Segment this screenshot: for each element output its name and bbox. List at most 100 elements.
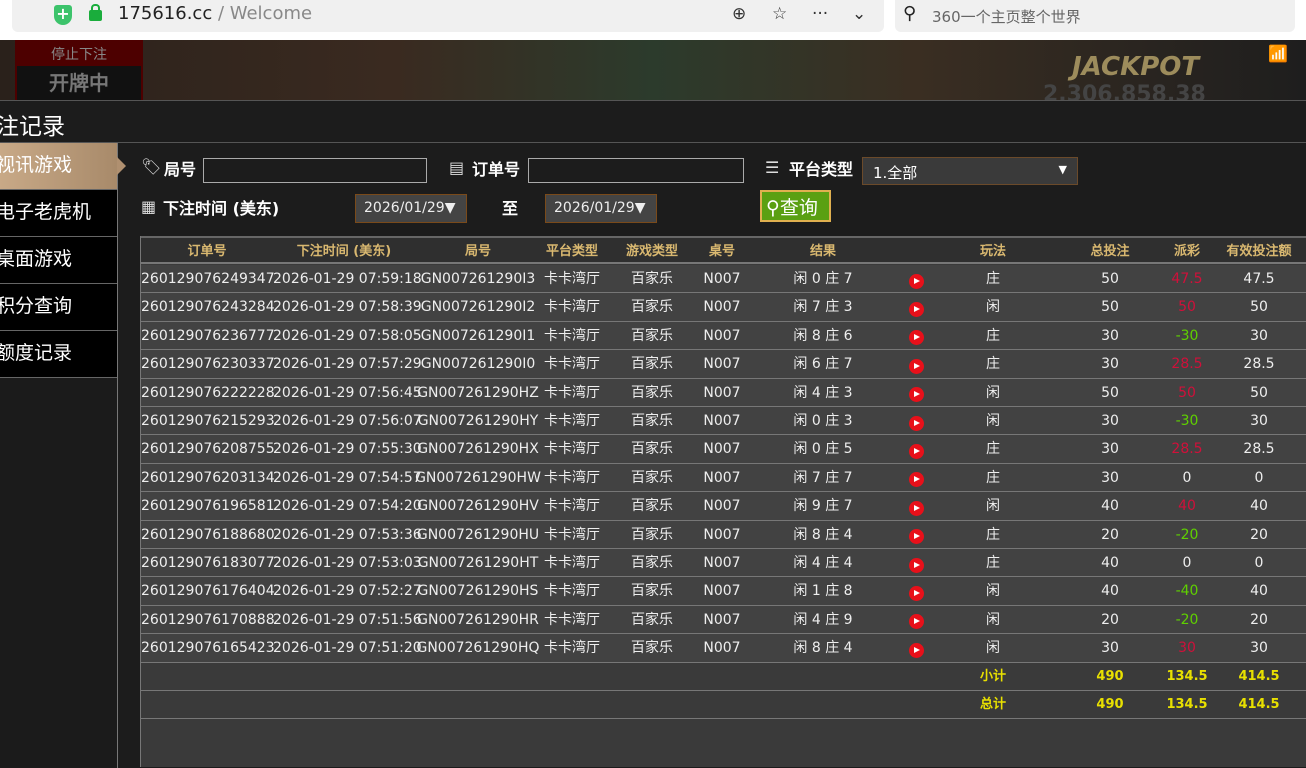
result: 闲 4 庄 9 (793, 611, 853, 628)
bet-time: 2026-01-29 07:57:29 (273, 356, 422, 373)
clipboard-icon: ▤ (449, 158, 465, 177)
star-icon[interactable]: ☆ (772, 4, 788, 24)
order-no: 260129076230337 (141, 356, 275, 373)
order-no: 260129076203134 (141, 469, 275, 486)
game-type: 百家乐 (631, 640, 673, 657)
valid-bet: 28.5 (1243, 441, 1275, 458)
sidebar-item-points[interactable]: 积分查询 (0, 284, 117, 331)
browser-search[interactable]: ⚲ 360一个主页整个世界 (895, 0, 1295, 32)
game-type: 百家乐 (631, 583, 673, 600)
payout: -20 (1175, 526, 1199, 543)
play-video-icon[interactable] (908, 614, 924, 630)
order-label: 订单号 (472, 160, 521, 179)
play-video-icon[interactable] (908, 529, 924, 545)
bet-type: 闲 (986, 384, 1000, 401)
total-total-bet: 490 (1096, 697, 1124, 712)
valid-bet: 28.5 (1243, 356, 1275, 373)
play-video-icon[interactable] (908, 358, 924, 374)
bet-time: 2026-01-29 07:54:57 (273, 469, 422, 486)
bet-time: 2026-01-29 07:58:39 (273, 299, 422, 316)
payout: -40 (1175, 583, 1199, 600)
play-video-icon[interactable] (908, 642, 924, 658)
game-type: 百家乐 (631, 441, 673, 458)
valid-bet: 50 (1250, 299, 1268, 316)
bet-status-box: 停止下注 开牌中 (15, 40, 143, 100)
sidebar-item-table-games[interactable]: 桌面游戏 (0, 237, 117, 284)
bet-type: 闲 (986, 611, 1000, 628)
total-bet: 30 (1101, 413, 1119, 429)
platform: 卡卡湾厅 (544, 498, 600, 515)
order-no: 260129076183077 (141, 555, 275, 571)
order-no: 260129076249347 (141, 271, 275, 287)
order-no: 260129076208755 (141, 441, 275, 458)
header-table-no: 桌号 (708, 244, 735, 259)
table-row: 260129076188680 2026-01-29 07:53:36 GN0072… (141, 520, 1306, 549)
header-valid-bet: 有效投注额 (1226, 244, 1292, 259)
order-input[interactable] (528, 158, 744, 183)
play-video-icon[interactable] (908, 330, 924, 346)
page-title: 注记录 (0, 114, 65, 140)
more-icon[interactable]: ··· (812, 4, 829, 24)
total-bet: 30 (1101, 441, 1119, 458)
play-video-icon[interactable] (908, 585, 924, 601)
game-type: 百家乐 (631, 384, 673, 401)
shield-icon: + (54, 5, 72, 25)
lightbulb-icon[interactable]: ⊕ (732, 4, 747, 24)
table-no: N007 (703, 526, 741, 543)
replay-cell (903, 606, 929, 634)
replay-cell (903, 634, 929, 662)
bet-time: 2026-01-29 07:56:45 (273, 384, 422, 401)
order-no: 260129076236777 (141, 327, 275, 344)
table-no: N007 (703, 640, 741, 657)
page-title-text: / Welcome (212, 3, 313, 24)
table-header: 订单号 下注时间 (美东) 局号 平台类型 游戏类型 桌号 结果 玩法 总投注 派彩 有效投注额 (141, 236, 1306, 264)
date-to-picker[interactable]: 2026/01/29▼ (545, 194, 657, 223)
order-no: 260129076215293 (141, 413, 275, 429)
result: 闲 9 庄 7 (793, 498, 853, 515)
url-text[interactable]: 175616.cc / Welcome (118, 3, 312, 24)
round-input[interactable] (203, 158, 427, 183)
table-row: 260129076196581 2026-01-29 07:54:20 GN0072… (141, 492, 1306, 521)
play-video-icon[interactable] (908, 557, 924, 573)
table-row: 260129076215293 2026-01-29 07:56:07 GN0072… (141, 407, 1306, 436)
play-video-icon[interactable] (908, 472, 924, 488)
total-bet: 30 (1101, 327, 1119, 344)
address-bar[interactable]: + 175616.cc / Welcome ⊕ ☆ ··· ⌄ (12, 0, 884, 32)
total-bet: 30 (1101, 356, 1119, 373)
payout: -30 (1175, 327, 1199, 344)
platform-select[interactable]: 1.全部 ▼ (862, 157, 1078, 185)
round-no: GN007261290HW (415, 469, 541, 486)
wifi-icon: 📶 (1268, 44, 1288, 63)
payout: 40 (1178, 498, 1196, 515)
total-bet: 50 (1101, 299, 1119, 316)
chevron-down-icon[interactable]: ⌄ (852, 4, 867, 24)
total-valid-bet: 414.5 (1238, 697, 1280, 712)
valid-bet: 0 (1254, 555, 1264, 571)
payout: 0 (1182, 555, 1192, 571)
replay-cell (903, 549, 929, 577)
play-video-icon[interactable] (908, 273, 924, 289)
sidebar-item-credit-records[interactable]: 额度记录 (0, 331, 117, 378)
result: 闲 7 庄 3 (793, 299, 853, 316)
sidebar-item-live-games[interactable]: 视讯游戏 (0, 143, 126, 190)
total-bet: 40 (1101, 583, 1119, 600)
play-video-icon[interactable] (908, 443, 924, 459)
round-no: GN007261290HU (416, 526, 540, 543)
play-video-icon[interactable] (908, 500, 924, 516)
order-no: 260129076196581 (141, 498, 275, 515)
sidebar-item-slots[interactable]: 电子老虎机 (0, 190, 117, 237)
bet-type: 庄 (986, 327, 1000, 344)
round-no: GN007261290I3 (420, 271, 536, 287)
bet-type: 闲 (986, 413, 1000, 429)
play-video-icon[interactable] (908, 301, 924, 317)
payout: 47.5 (1171, 271, 1203, 287)
platform-selected: 1.全部 (873, 164, 918, 182)
play-video-icon[interactable] (908, 387, 924, 403)
query-button[interactable]: ⚲查询 (760, 190, 831, 222)
game-type: 百家乐 (631, 271, 673, 287)
date-from-picker[interactable]: 2026/01/29▼ (355, 194, 467, 223)
search-placeholder: 360一个主页整个世界 (932, 8, 1081, 26)
play-video-icon[interactable] (908, 415, 924, 431)
query-label: 查询 (779, 197, 818, 219)
table-no: N007 (703, 441, 741, 458)
